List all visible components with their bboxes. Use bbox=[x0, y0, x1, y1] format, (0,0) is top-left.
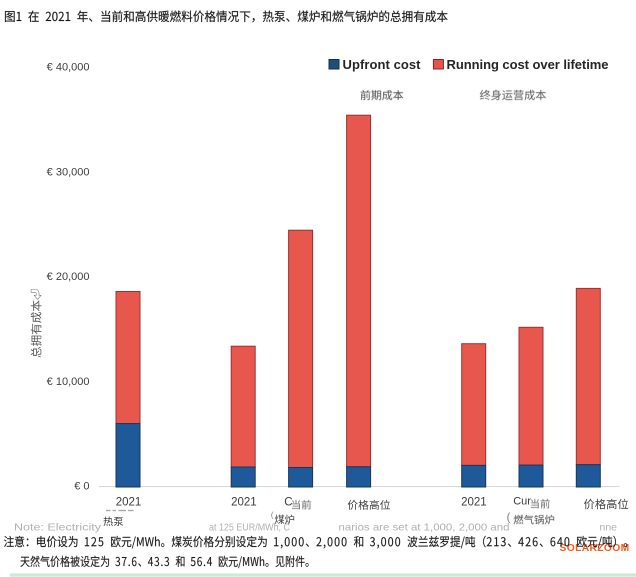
svg-text:Cur: Cur bbox=[513, 495, 531, 507]
svg-text:2021: 2021 bbox=[116, 496, 142, 508]
svg-text:€ 0: € 0 bbox=[74, 481, 89, 493]
svg-text:(: ( bbox=[507, 512, 511, 524]
svg-text:€ 30,000: € 30,000 bbox=[47, 166, 90, 178]
svg-text:€ 40,000: € 40,000 bbox=[47, 62, 90, 74]
svg-text:2021: 2021 bbox=[231, 496, 257, 508]
svg-text:€ 20,000: € 20,000 bbox=[47, 271, 90, 283]
svg-text:C: C bbox=[284, 496, 292, 508]
svg-text:€ 10,000: € 10,000 bbox=[47, 376, 90, 388]
svg-text:nne: nne bbox=[600, 522, 618, 534]
svg-text:at 125 EUR/MWh, C: at 125 EUR/MWh, C bbox=[209, 522, 290, 534]
svg-text:Note: Electricity: Note: Electricity bbox=[14, 522, 102, 534]
svg-text:Running cost over lifetime: Running cost over lifetime bbox=[447, 57, 609, 72]
svg-text:narios are set at 1,000, 2,000: narios are set at 1,000, 2,000 and bbox=[339, 522, 510, 534]
svg-text:SOLARZOOM: SOLARZOOM bbox=[560, 543, 630, 554]
svg-text:2021: 2021 bbox=[461, 496, 487, 508]
svg-text:(: ( bbox=[271, 510, 274, 520]
svg-text:Upfront cost: Upfront cost bbox=[343, 57, 422, 72]
